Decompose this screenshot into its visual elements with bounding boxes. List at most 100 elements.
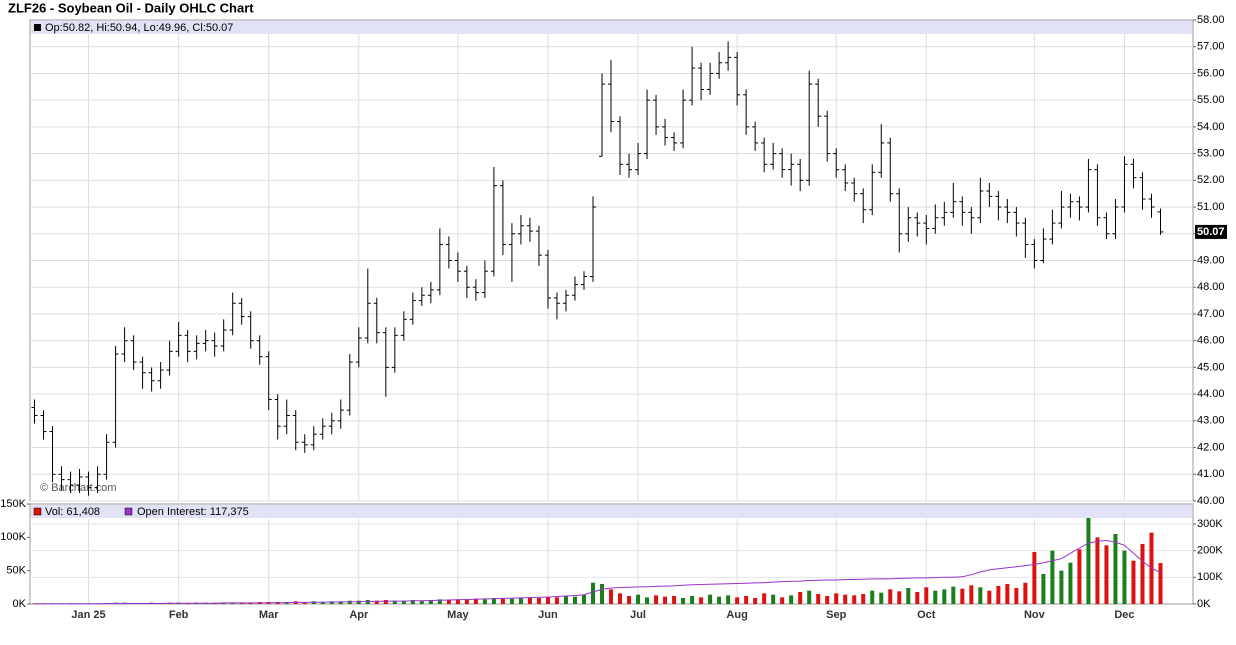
volume-bar — [1014, 588, 1019, 604]
volume-bar — [933, 590, 938, 604]
volume-bar — [302, 602, 307, 604]
volume-bar — [1005, 584, 1010, 604]
volume-bar — [563, 596, 568, 604]
volume-bar — [987, 590, 992, 604]
x-tick-label: Jul — [630, 609, 646, 621]
volume-bar — [320, 602, 325, 604]
legend-swatch — [33, 507, 42, 516]
volume-bar — [960, 588, 965, 604]
volume-bar — [1158, 563, 1163, 604]
volume-bar — [771, 594, 776, 604]
legend-swatch — [34, 24, 41, 31]
volume-bar — [455, 599, 460, 604]
volume-bar — [401, 600, 406, 604]
volume-bar — [545, 596, 550, 604]
volume-bar — [672, 596, 677, 604]
y-tick-label: 49.00 — [1197, 254, 1225, 266]
volume-bar — [843, 594, 848, 604]
x-tick-label: Apr — [349, 609, 369, 621]
volume-bar — [392, 600, 397, 604]
volume-bar — [681, 598, 686, 604]
x-tick-label: May — [447, 609, 469, 621]
volume-bar — [645, 597, 650, 604]
volume-bar — [996, 586, 1001, 604]
volume-bar — [663, 596, 668, 604]
volume-bar — [969, 585, 974, 604]
volume-bar — [419, 600, 424, 604]
y2-tick-label: 200K — [1197, 545, 1223, 557]
y-tick-label: 150K — [0, 498, 26, 510]
volume-bar — [1140, 544, 1145, 604]
volume-bar — [1068, 562, 1073, 604]
volume-bar — [825, 596, 830, 604]
volume-bar — [1086, 518, 1091, 604]
volume-bar — [726, 595, 731, 604]
volume-bar — [636, 594, 641, 604]
volume-bar — [554, 597, 559, 604]
y-tick-label: 41.00 — [1197, 468, 1225, 480]
volume-bar — [491, 598, 496, 604]
volume-bar — [852, 595, 857, 604]
y-tick-label: 40.00 — [1197, 495, 1225, 507]
x-tick-label: Nov — [1024, 609, 1046, 621]
y-tick-label: 55.00 — [1197, 94, 1225, 106]
volume-bar — [888, 589, 893, 604]
volume-bar — [1077, 549, 1082, 604]
volume-bar — [581, 594, 586, 604]
y-tick-label: 100K — [0, 531, 26, 543]
volume-bar — [356, 600, 361, 604]
volume-bar — [482, 599, 487, 604]
ohlc-legend: Op:50.82, Hi:50.94, Lo:49.96, Cl:50.07 — [45, 22, 233, 34]
y-tick-label: 51.00 — [1197, 201, 1225, 213]
y-tick-label: 54.00 — [1197, 121, 1225, 133]
y2-tick-label: 300K — [1197, 518, 1223, 530]
volume-bar — [374, 600, 379, 604]
volume-bar — [708, 594, 713, 604]
volume-bar — [924, 587, 929, 604]
volume-bar — [942, 589, 947, 604]
volume-bar — [879, 592, 884, 604]
volume-bar — [744, 596, 749, 604]
volume-bar — [654, 595, 659, 604]
y2-tick-label: 100K — [1197, 571, 1223, 583]
volume-bar — [383, 600, 388, 604]
y2-tick-label: 0K — [1197, 598, 1211, 610]
volume-bar — [690, 596, 695, 604]
chart-title: ZLF26 - Soybean Oil - Daily OHLC Chart — [8, 0, 254, 15]
volume-bar — [428, 600, 433, 604]
volume-bar — [527, 597, 532, 604]
volume-bar — [590, 582, 595, 604]
volume-pane — [29, 503, 1194, 605]
volume-bar — [1023, 582, 1028, 604]
volume-bar — [1050, 550, 1055, 604]
volume-bar — [446, 600, 451, 604]
price-legend-strip — [31, 21, 1192, 34]
volume-bar — [500, 598, 505, 604]
volume-bar — [780, 597, 785, 604]
volume-bar — [861, 594, 866, 604]
y-tick-label: 45.00 — [1197, 361, 1225, 373]
y-tick-label: 52.00 — [1197, 174, 1225, 186]
legend-label: Open Interest: 117,375 — [137, 506, 249, 518]
last-price-box — [1195, 224, 1227, 239]
volume-bar — [978, 587, 983, 604]
volume-bar — [717, 596, 722, 604]
volume-bar — [518, 598, 523, 604]
x-tick-label: Feb — [169, 609, 189, 621]
volume-bar — [1032, 552, 1037, 604]
y-tick-label: 48.00 — [1197, 281, 1225, 293]
y-tick-label: 58.00 — [1197, 14, 1225, 26]
volume-bar — [816, 594, 821, 604]
volume-bar — [618, 593, 623, 604]
volume-bar — [329, 601, 334, 604]
y-tick-label: 53.00 — [1197, 148, 1225, 160]
x-tick-label: Dec — [1114, 609, 1134, 621]
y-tick-label: 57.00 — [1197, 41, 1225, 53]
volume-bar — [762, 593, 767, 604]
volume-bar — [1059, 570, 1064, 604]
y-tick-label: 47.00 — [1197, 308, 1225, 320]
volume-bar — [789, 595, 794, 604]
x-tick-label: Sep — [826, 609, 846, 621]
